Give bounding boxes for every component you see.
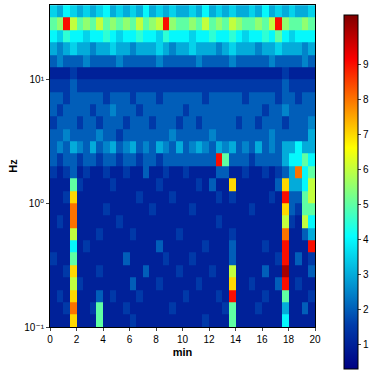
svg-text:9: 9 [363, 59, 369, 70]
svg-text:2: 2 [74, 334, 80, 345]
svg-text:20: 20 [309, 334, 321, 345]
svg-text:8: 8 [153, 334, 159, 345]
svg-text:4: 4 [100, 334, 106, 345]
svg-text:10¹: 10¹ [30, 74, 45, 85]
svg-text:7: 7 [363, 129, 369, 140]
svg-text:6: 6 [127, 334, 133, 345]
svg-text:0: 0 [47, 334, 53, 345]
svg-text:6: 6 [363, 164, 369, 175]
svg-text:18: 18 [283, 334, 295, 345]
svg-text:12: 12 [203, 334, 215, 345]
svg-text:min: min [173, 346, 193, 358]
svg-text:Hz: Hz [7, 159, 19, 173]
svg-text:14: 14 [230, 334, 242, 345]
svg-text:10⁻¹: 10⁻¹ [24, 322, 44, 333]
svg-text:8: 8 [363, 94, 369, 105]
svg-text:5: 5 [363, 199, 369, 210]
svg-text:3: 3 [363, 269, 369, 280]
svg-text:4: 4 [363, 234, 369, 245]
svg-text:10: 10 [177, 334, 189, 345]
svg-text:16: 16 [256, 334, 268, 345]
svg-text:10⁰: 10⁰ [29, 198, 44, 209]
svg-text:1: 1 [363, 339, 369, 350]
svg-text:2: 2 [363, 304, 369, 315]
